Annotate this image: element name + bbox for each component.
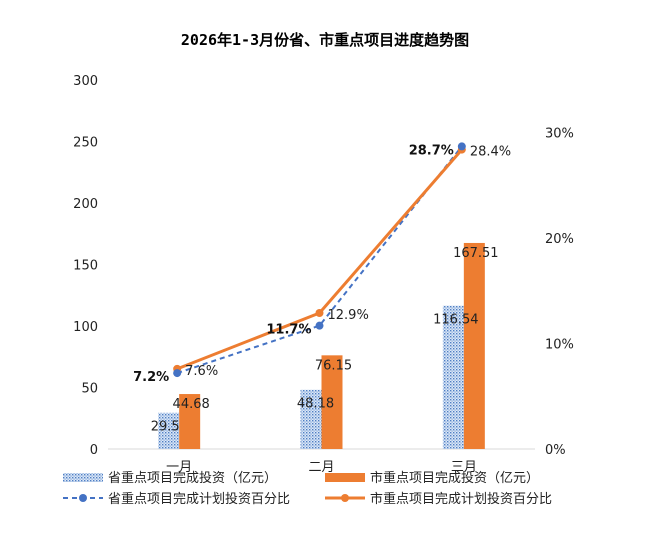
legend-swatch [63,473,103,482]
data-label-province: 29.5 [151,420,180,435]
legend-marker [79,494,87,502]
bar-province [158,412,180,449]
data-label-city: 167.51 [453,246,499,261]
x-tick-label: 二月 [308,460,334,475]
data-label-province: 116.54 [433,313,479,328]
line-label-city: 28.4% [470,145,511,160]
y-left-tick-label: 100 [73,320,98,335]
data-label-province: 48.18 [297,397,334,412]
bar-province [300,389,322,449]
line-label-province: 28.7% [409,143,454,158]
data-label-city: 44.68 [173,397,210,412]
legend-label: 省重点项目完成投资（亿元） [108,470,277,486]
line-label-province: 7.2% [133,370,169,385]
y-left-tick-label: 0 [90,443,98,458]
line-province [176,145,463,375]
line-city [176,148,463,371]
legend-item-city-bar: 市重点项目完成投资（亿元） [325,470,539,486]
y-right-tick-label: 10% [545,338,574,353]
x-tick-label: 一月 [166,460,192,475]
marker-province [315,321,324,330]
marker-province [457,142,466,151]
y-right-tick-label: 30% [545,127,574,142]
legend-marker [341,494,349,502]
data-label-city: 76.15 [315,358,352,373]
legend: 省重点项目完成投资（亿元） 市重点项目完成投资（亿元） 省重点项目完成计划投资百分比… [63,470,552,507]
line-label-city: 7.6% [185,364,218,379]
marker-province [173,369,182,378]
legend-item-city-line: 市重点项目完成计划投资百分比 [325,491,552,507]
bar-city [179,394,201,449]
bar-province [442,305,464,449]
bar-city [321,355,343,449]
legend-item-province-bar: 省重点项目完成投资（亿元） [63,470,277,486]
legend-swatch [325,473,365,482]
y-left-tick-label: 300 [73,74,98,89]
x-tick-label: 三月 [451,460,477,475]
y-left-tick-label: 200 [73,197,98,212]
legend-label: 省重点项目完成计划投资百分比 [108,491,290,507]
line-label-city: 12.9% [328,308,369,323]
y-right-tick-label: 20% [545,232,574,247]
y-right-tick-label: 0% [545,443,566,458]
legend-label: 市重点项目完成投资（亿元） [370,470,539,486]
y-left-tick-label: 150 [73,259,98,274]
marker-city [315,308,324,317]
chart-title: 2026年1-3月份省、市重点项目进度趋势图 [181,31,469,49]
plot-area: 0 50 100 150 200 250 300 0% 10% 20% 30% 一月 二月 三月 29.5 4… [73,74,574,475]
y-left-tick-label: 50 [81,382,98,397]
bar-city [463,242,485,449]
line-label-province: 11.7% [266,323,311,338]
y-left-tick-label: 250 [73,136,98,151]
legend-item-province-line: 省重点项目完成计划投资百分比 [63,491,290,507]
legend-label: 市重点项目完成计划投资百分比 [370,491,552,507]
